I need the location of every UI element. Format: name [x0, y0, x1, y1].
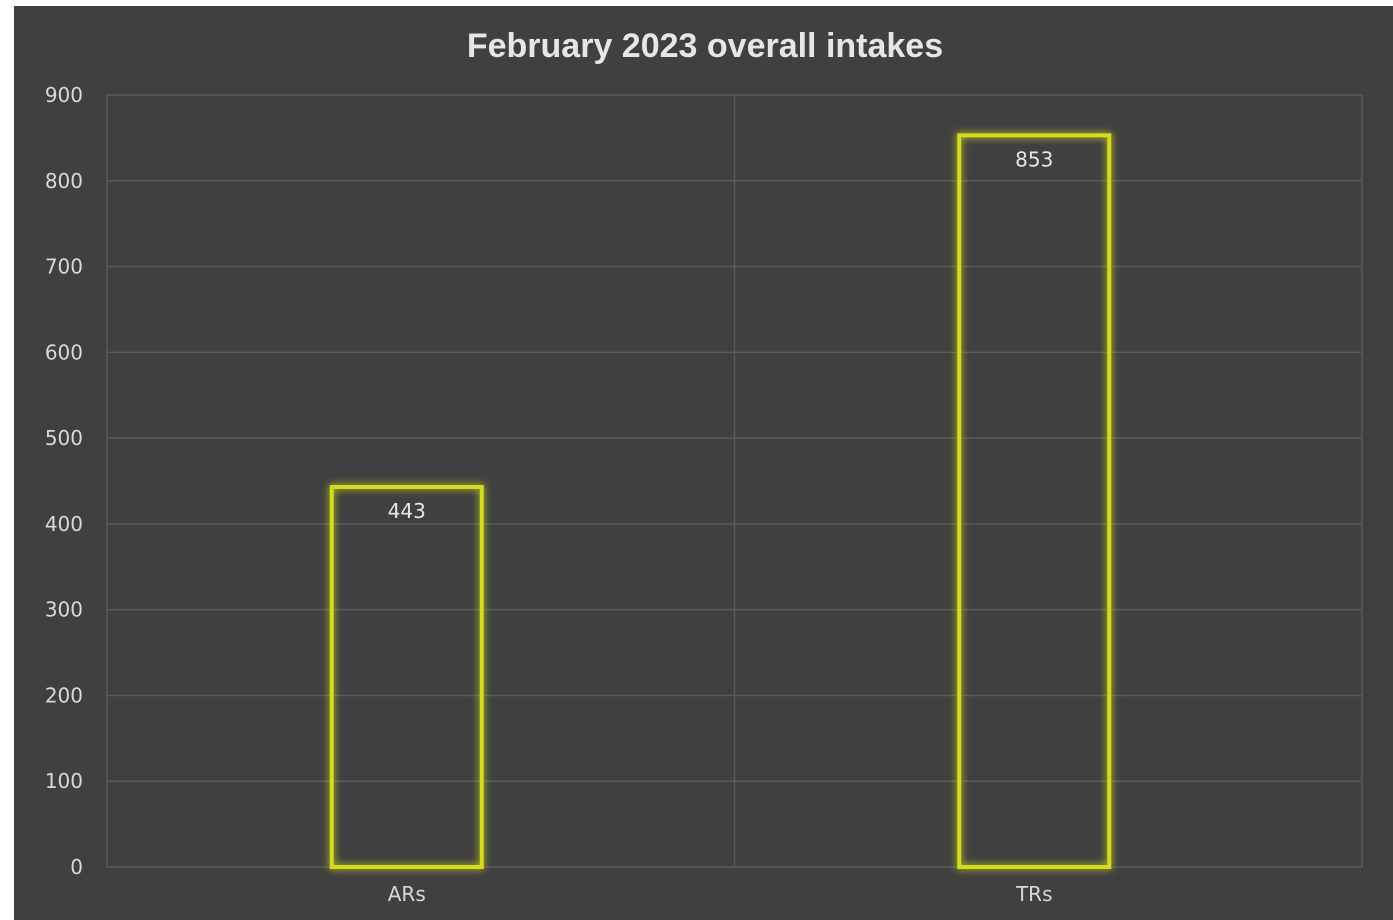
y-tick-label: 0	[70, 855, 83, 879]
y-tick-label: 400	[45, 512, 83, 536]
y-tick-label: 200	[45, 683, 83, 707]
y-tick-label: 300	[45, 598, 83, 622]
x-category-label: ARs	[388, 882, 426, 906]
chart-background	[14, 6, 1393, 920]
bars	[329, 133, 1112, 869]
x-category-label: TRs	[1015, 882, 1053, 906]
y-axis-ticks: 0 100 200 300 400 500 600 700 800 900	[45, 83, 83, 879]
y-tick-label: 100	[45, 769, 83, 793]
bar-trs	[957, 133, 1112, 869]
y-tick-label: 700	[45, 255, 83, 279]
x-axis-categories: ARs TRs	[388, 882, 1053, 906]
data-label: 443	[388, 499, 426, 523]
chart-title: February 2023 overall intakes	[467, 27, 943, 65]
gridlines	[106, 94, 1363, 868]
data-label: 853	[1015, 147, 1053, 171]
y-tick-label: 500	[45, 426, 83, 450]
y-tick-label: 800	[45, 169, 83, 193]
y-tick-label: 600	[45, 340, 83, 364]
y-tick-label: 900	[45, 83, 83, 107]
bar-ars	[329, 485, 484, 869]
data-labels: 443 853	[388, 147, 1054, 523]
